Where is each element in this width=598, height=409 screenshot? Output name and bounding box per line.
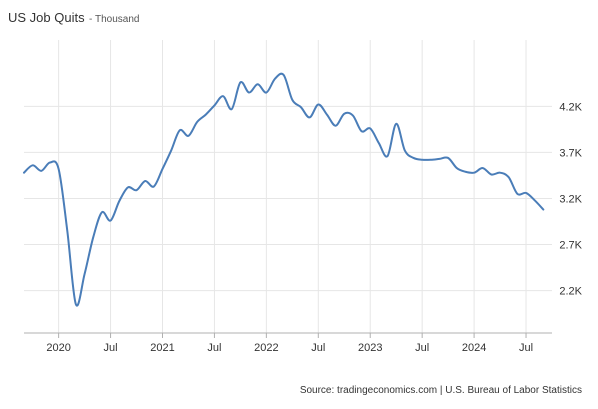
y-tick-label: 4.2K xyxy=(559,101,582,113)
x-tick-label: Jul xyxy=(311,342,325,354)
series-layer xyxy=(23,72,545,307)
source-note: Source: tradingeconomics.com | U.S. Bure… xyxy=(299,385,582,396)
x-tick-label: Jul xyxy=(104,342,118,354)
x-tick-label: Jul xyxy=(415,342,429,354)
chart-title: US Job Quits xyxy=(8,10,85,25)
chart-title-block: US Job Quits - Thousand xyxy=(8,9,139,27)
grid-lines xyxy=(24,40,552,334)
y-tick-label: 2.2K xyxy=(559,286,582,298)
y-tick-label: 3.2K xyxy=(559,193,582,205)
x-tick-label: 2020 xyxy=(46,342,70,354)
x-tick-label: 2022 xyxy=(254,342,278,354)
x-tick-label: 2021 xyxy=(150,342,174,354)
x-tick-label: 2024 xyxy=(462,342,486,354)
x-tick-label: Jul xyxy=(519,342,533,354)
chart-subtitle: - Thousand xyxy=(89,14,140,25)
x-tick-label: Jul xyxy=(207,342,221,354)
x-tick-label: 2023 xyxy=(358,342,382,354)
data-points xyxy=(23,74,544,305)
y-axis-ticks: 2.2K 2.7K 3.2K 3.7K 4.2K xyxy=(559,101,582,297)
y-tick-label: 2.7K xyxy=(559,240,582,252)
y-tick-label: 3.7K xyxy=(559,147,582,159)
x-axis-ticks: 2020 Jul 2021 Jul 2022 Jul 2023 Jul 2024 Jul xyxy=(46,333,533,354)
series-line xyxy=(23,72,545,307)
